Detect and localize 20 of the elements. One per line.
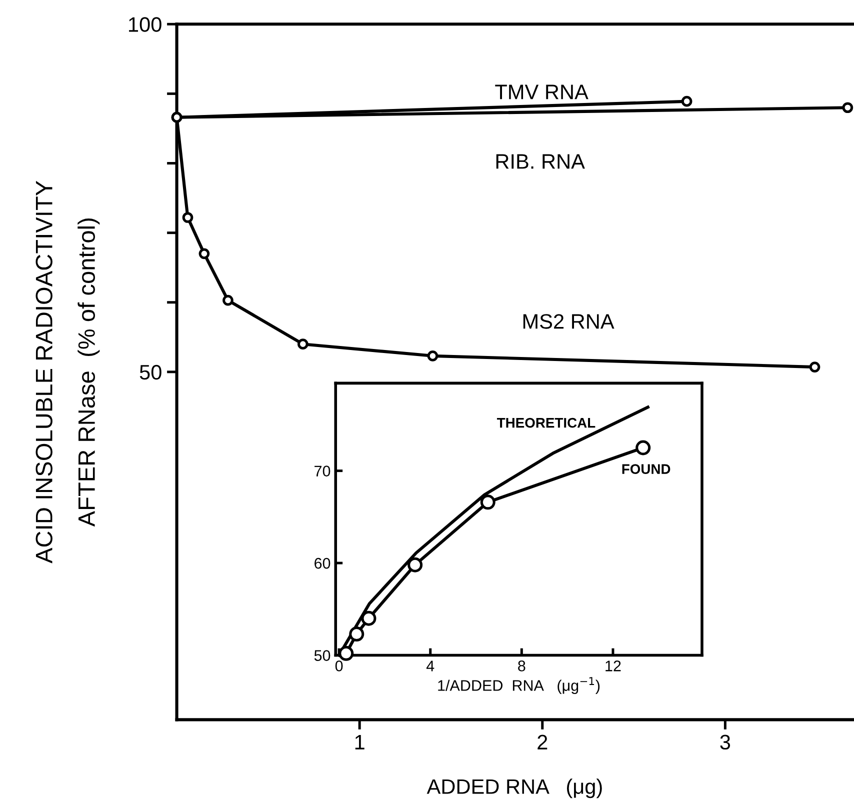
- series-label: THEORETICAL: [496, 418, 596, 428]
- y-tick-label: 60: [314, 558, 330, 569]
- x-tick-label: 0: [335, 660, 343, 672]
- x-axis-title: 1/ADDED RNA (μg$^{−1}$): [438, 677, 600, 694]
- x-axis-title: ADDED RNA (μg): [426, 778, 602, 798]
- y-axis-title: ACID INSOLUBLE RADIOACTIVITY AFTER RNase (% of control): [36, 180, 100, 564]
- series-label: RIB. RNA: [496, 154, 585, 169]
- y-tick-label: 100: [129, 17, 162, 32]
- series-label: FOUND: [622, 464, 670, 474]
- y-tick-label: 70: [314, 466, 330, 476]
- x-tick-label: 4: [426, 660, 434, 672]
- series-label: TMV RNA: [495, 84, 588, 100]
- x-tick-label: 2: [538, 734, 548, 750]
- x-tick-label: 1: [355, 735, 364, 750]
- x-tick-label: 12: [606, 660, 621, 672]
- y-tick-label: 50: [314, 650, 330, 661]
- x-tick-label: 3: [720, 734, 730, 750]
- series-label: MS2 RNA: [523, 314, 614, 329]
- y-tick-label: 50: [140, 364, 162, 380]
- x-tick-label: 8: [518, 660, 526, 672]
